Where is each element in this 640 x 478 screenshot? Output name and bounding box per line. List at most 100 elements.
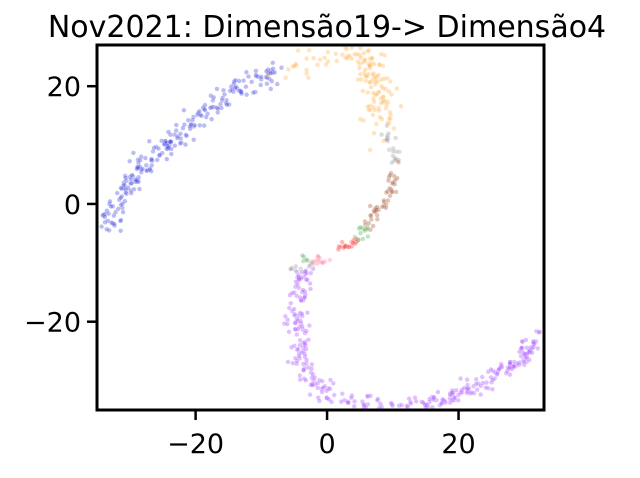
data-point: [295, 48, 301, 54]
data-point: [379, 116, 385, 122]
data-point: [250, 90, 256, 96]
data-point: [255, 74, 261, 80]
data-point: [297, 294, 303, 300]
data-point: [356, 65, 362, 71]
data-point: [165, 129, 171, 135]
data-point: [292, 355, 298, 361]
data-point: [108, 203, 114, 209]
plot-frame: [95, 43, 546, 412]
data-point: [319, 386, 325, 392]
data-point: [291, 306, 297, 312]
data-point: [435, 389, 441, 395]
data-point: [376, 72, 382, 78]
data-point: [302, 343, 308, 349]
data-point: [302, 354, 308, 360]
data-point: [258, 82, 264, 88]
data-point: [128, 176, 134, 182]
data-point: [373, 207, 379, 213]
data-point: [304, 357, 310, 363]
data-point: [530, 344, 536, 350]
data-point: [359, 399, 365, 405]
data-point: [374, 216, 380, 222]
data-point: [449, 390, 455, 396]
data-point: [138, 154, 144, 160]
data-point: [301, 295, 307, 301]
data-point: [339, 391, 345, 397]
data-point: [166, 145, 172, 151]
data-point: [383, 189, 389, 195]
data-point: [295, 281, 301, 287]
data-point: [529, 350, 535, 356]
data-point: [419, 399, 425, 405]
data-point: [368, 84, 374, 90]
data-point: [361, 50, 367, 56]
data-point: [302, 351, 308, 357]
data-point: [367, 203, 373, 209]
data-point: [394, 85, 400, 91]
data-point: [308, 382, 314, 388]
data-point: [364, 226, 370, 232]
data-point: [182, 142, 188, 148]
data-point: [146, 138, 152, 144]
data-point: [118, 202, 124, 208]
data-point: [184, 133, 190, 139]
data-point: [283, 75, 289, 81]
data-point: [396, 403, 402, 409]
data-point: [269, 78, 275, 84]
data-point: [286, 305, 292, 311]
data-point: [368, 213, 374, 219]
data-point: [253, 68, 259, 74]
data-point: [243, 84, 249, 90]
data-point: [390, 403, 396, 409]
data-point: [399, 402, 405, 408]
data-point: [316, 398, 322, 404]
ticks-layer: −20 0 20 −20 0 20: [24, 72, 476, 460]
data-point: [395, 159, 401, 165]
data-point: [365, 233, 371, 239]
data-point: [307, 392, 313, 398]
data-point: [536, 329, 542, 335]
y-tick-label: 20: [47, 72, 81, 103]
data-point: [315, 380, 321, 386]
data-point: [301, 367, 307, 373]
data-point: [437, 402, 443, 408]
data-point: [202, 107, 208, 113]
data-point: [298, 298, 304, 304]
data-point: [304, 56, 310, 62]
data-point: [299, 323, 305, 329]
data-point: [104, 226, 110, 232]
data-point: [102, 214, 108, 220]
data-point: [452, 395, 458, 401]
data-point: [128, 180, 134, 186]
data-point: [373, 121, 379, 127]
x-tick-label: −20: [167, 429, 224, 460]
data-point: [484, 380, 490, 386]
data-point: [380, 93, 386, 99]
data-point: [367, 107, 373, 113]
data-point: [181, 122, 187, 128]
data-point: [387, 193, 393, 199]
data-point: [279, 65, 285, 71]
points-layer: [99, 44, 543, 411]
data-point: [143, 162, 149, 168]
data-point: [296, 273, 302, 279]
data-point: [406, 396, 412, 402]
data-point: [306, 263, 312, 269]
data-point: [362, 228, 368, 234]
data-point: [374, 397, 380, 403]
data-point: [192, 122, 198, 128]
data-point: [348, 395, 354, 401]
data-point: [365, 104, 371, 110]
data-point: [490, 386, 496, 392]
data-point: [427, 396, 433, 402]
data-point: [386, 130, 392, 136]
data-point: [387, 109, 393, 115]
data-point: [297, 342, 303, 348]
data-point: [388, 92, 394, 98]
data-point: [507, 361, 513, 367]
data-point: [347, 53, 353, 59]
data-point: [374, 212, 380, 218]
data-point: [209, 116, 215, 122]
data-point: [461, 385, 467, 391]
data-point: [358, 77, 364, 83]
